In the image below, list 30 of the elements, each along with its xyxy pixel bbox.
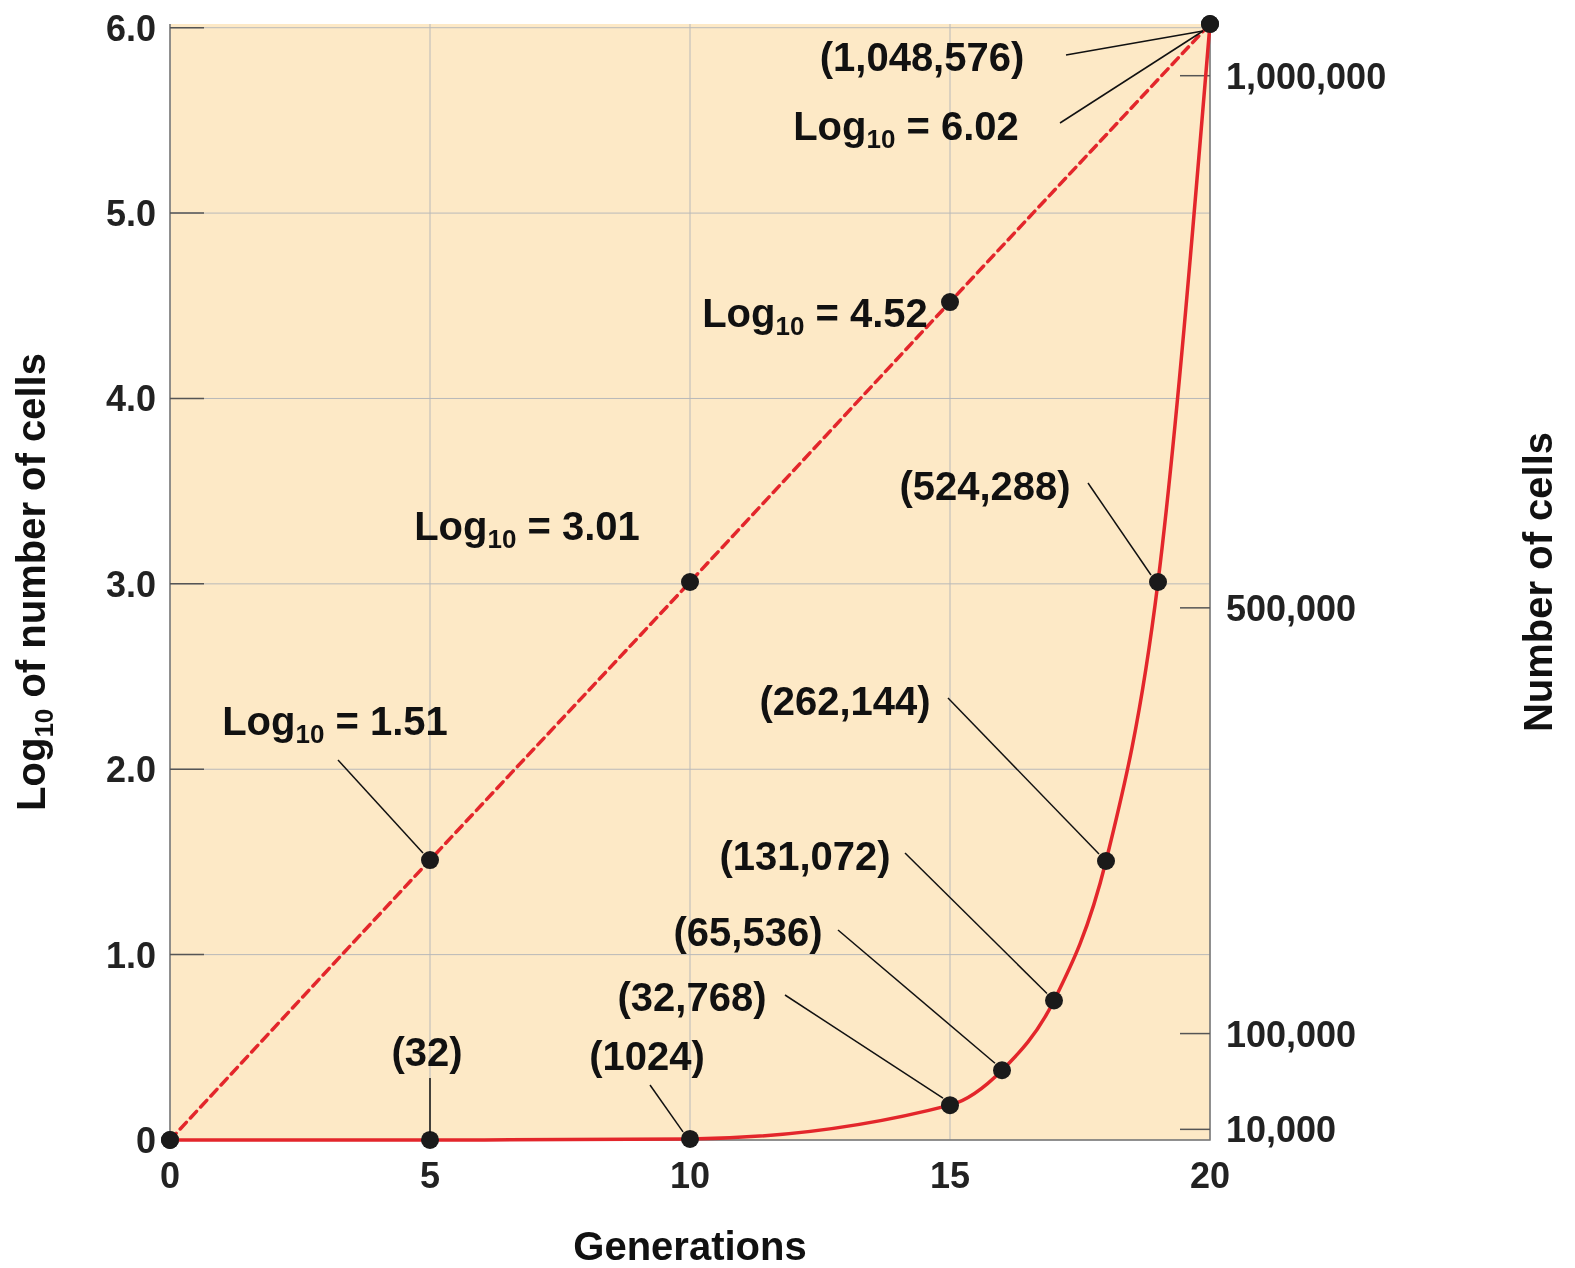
data-label: Log$_{10}$ = 6.02 (793, 104, 1019, 154)
y-tick-label: 4.0 (105, 378, 156, 420)
x-tick-label: 5 (419, 1155, 441, 1196)
y-tick-label: 0 (135, 1120, 156, 1161)
data-label: (131,072) (719, 834, 891, 878)
x-axis-title: Generations (573, 1224, 807, 1268)
y2-tick-label: 1,000,000 (1226, 55, 1387, 97)
data-label: (1,048,576) (819, 35, 1025, 79)
data-label: Log$_{10}$ = 4.52 (702, 291, 928, 341)
data-label: (65,536) (673, 910, 823, 954)
y-tick-label: 2.0 (105, 749, 156, 791)
y-tick-label: 6.0 (105, 7, 156, 49)
y2-axis-title: Number of cells (1516, 431, 1560, 733)
data-label: Log$_{10}$ = 1.51 (222, 699, 448, 749)
y-tick-label: 3.0 (105, 563, 156, 605)
y-tick-label: 1.0 (105, 934, 156, 976)
data-label: (32) (391, 1030, 463, 1074)
x-tick-label: 20 (1189, 1155, 1231, 1196)
y-tick-label: 5.0 (105, 193, 156, 235)
y2-tick-label: 500,000 (1226, 587, 1357, 629)
y2-tick-label: 10,000 (1226, 1109, 1337, 1151)
x-tick-label: 15 (929, 1155, 971, 1196)
data-label: (1024) (589, 1034, 705, 1078)
data-label: (524,288) (899, 464, 1071, 508)
data-label: Log$_{10}$ = 3.01 (414, 504, 640, 554)
x-tick-label: 10 (669, 1155, 711, 1196)
data-label: (262,144) (759, 679, 931, 723)
y2-tick-label: 100,000 (1226, 1013, 1357, 1055)
x-tick-label: 0 (159, 1155, 181, 1196)
data-label: (32,768) (617, 975, 767, 1019)
